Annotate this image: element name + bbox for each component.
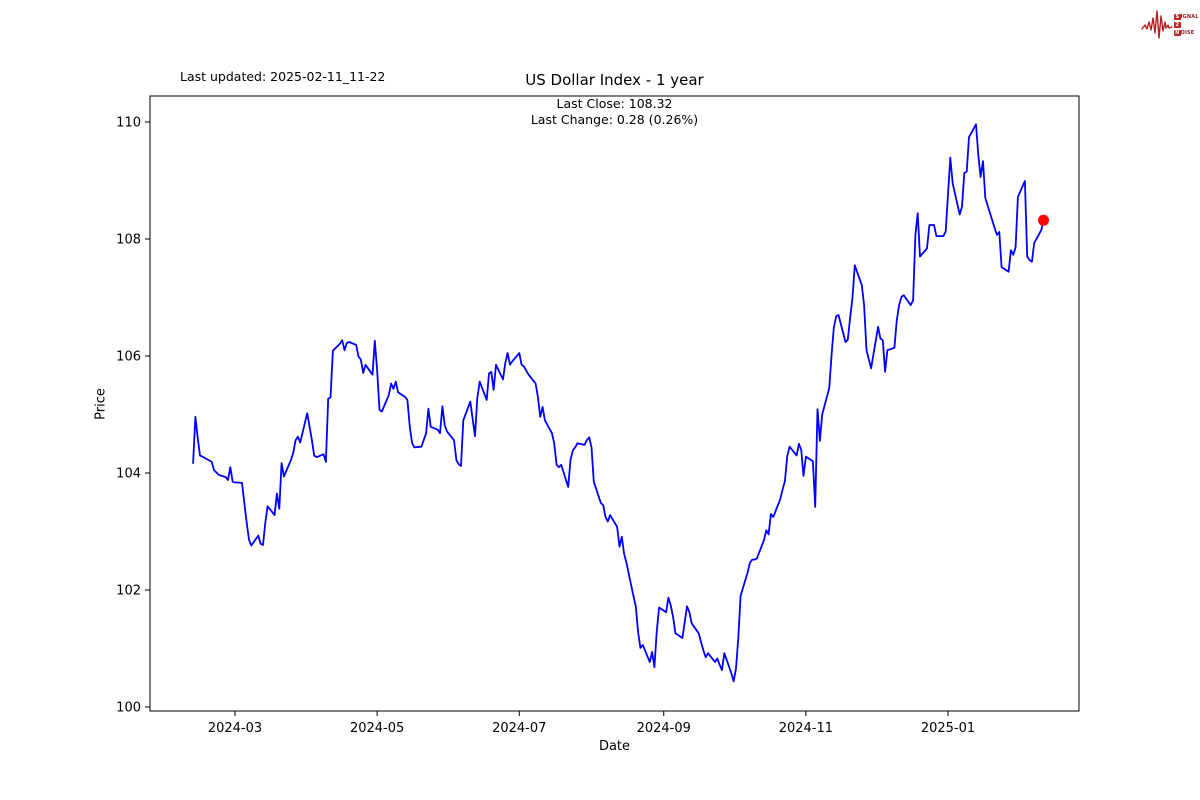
y-tick-label: 106 bbox=[116, 350, 141, 365]
y-tick-label: 110 bbox=[116, 116, 141, 131]
x-tick-label: 2024-11 bbox=[779, 721, 833, 736]
x-tick-label: 2024-09 bbox=[637, 721, 691, 736]
logo-letterbox-2: 2 bbox=[1174, 21, 1181, 29]
y-tick-label: 104 bbox=[116, 467, 141, 482]
x-tick-label: 2025-01 bbox=[921, 721, 975, 736]
x-axis-label: Date bbox=[598, 739, 631, 754]
last-updated-text: Last updated: 2025-02-11_11-22 bbox=[180, 69, 386, 84]
logo-letterbox-n: N bbox=[1174, 29, 1181, 37]
price-line bbox=[192, 123, 1045, 683]
x-tick-label: 2024-07 bbox=[492, 721, 546, 736]
ecg-waveform-icon bbox=[1141, 10, 1173, 39]
logo-letterbox-s: S bbox=[1174, 13, 1181, 21]
y-tick-label: 102 bbox=[116, 584, 141, 599]
annotation-last-change: Last Change: 0.28 (0.26%) bbox=[530, 112, 699, 127]
y-tick-label: 108 bbox=[116, 233, 141, 248]
chart-title: US Dollar Index - 1 year bbox=[525, 71, 704, 89]
signal2noise-logo: S IGNAL 2 N OISE bbox=[1141, 4, 1199, 46]
last-close-marker bbox=[1038, 214, 1049, 226]
logo-text: S IGNAL 2 N OISE bbox=[1174, 13, 1199, 37]
annotation-last-close: Last Close: 108.32 bbox=[556, 96, 673, 111]
axes-box bbox=[149, 95, 1080, 712]
x-tick-label: 2024-03 bbox=[208, 721, 262, 736]
x-tick-label: 2024-05 bbox=[350, 721, 404, 736]
y-axis-label: Price bbox=[93, 388, 109, 420]
y-tick-label: 100 bbox=[116, 701, 141, 716]
